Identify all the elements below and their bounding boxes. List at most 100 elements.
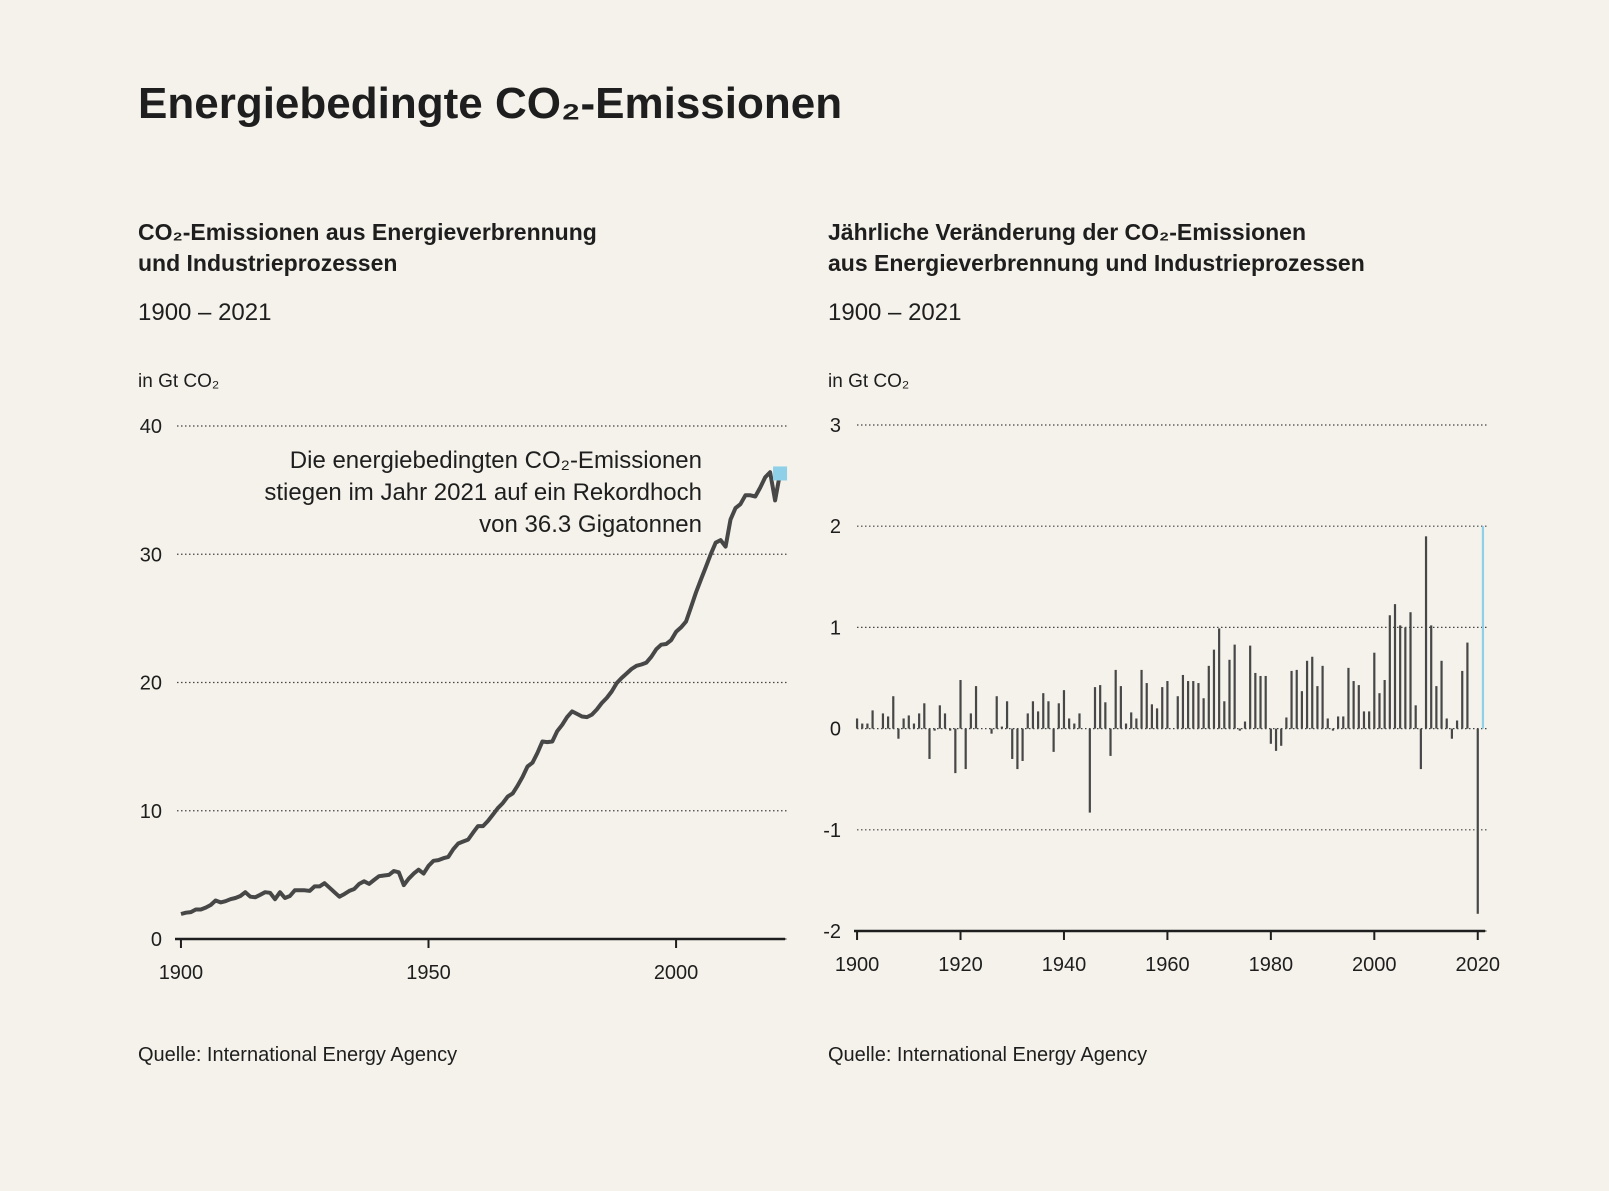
- bar: [1311, 656, 1314, 729]
- bar: [1088, 728, 1091, 813]
- x-tick-label: 1940: [1042, 954, 1087, 976]
- bar: [1326, 718, 1329, 729]
- bar: [1223, 701, 1226, 729]
- bar: [1109, 728, 1112, 756]
- bar: [933, 728, 936, 731]
- bar: [1042, 693, 1045, 729]
- x-tick-label: 1950: [406, 962, 451, 984]
- bar: [1202, 698, 1205, 729]
- bar: [887, 716, 890, 729]
- bar: [1021, 728, 1024, 761]
- chart-subtitle: 1900 – 2021: [138, 299, 271, 326]
- bar: [1435, 686, 1438, 729]
- bar: [861, 723, 864, 729]
- page-title: Energiebedingte CO₂-Emissionen: [138, 79, 842, 128]
- bar: [943, 713, 947, 729]
- bar: [1114, 669, 1117, 729]
- bar: [1264, 675, 1267, 729]
- chart-title: und Industrieprozessen: [138, 250, 397, 276]
- bar: [1409, 612, 1412, 729]
- bar: [1047, 701, 1050, 729]
- bar: [1455, 720, 1459, 729]
- bar: [1099, 685, 1102, 729]
- bar: [1062, 690, 1066, 729]
- bar: [1155, 708, 1159, 729]
- bar: [1254, 672, 1257, 729]
- bar: [1399, 625, 1402, 729]
- line: [180, 470, 782, 916]
- bar: [969, 713, 972, 729]
- source: Quelle: International Energy Agency: [828, 1044, 1147, 1066]
- bar: [871, 710, 874, 729]
- bar: [1212, 649, 1216, 729]
- bar: [1233, 644, 1236, 729]
- bar: [892, 696, 895, 729]
- bar: [1316, 686, 1319, 729]
- bar: [1238, 728, 1241, 731]
- bar: [1295, 669, 1298, 729]
- bar: [1249, 645, 1252, 729]
- bar: [1373, 652, 1376, 729]
- bar: [881, 713, 885, 729]
- bar: [1228, 659, 1231, 729]
- y-tick-label: -2: [823, 921, 841, 943]
- bar: [866, 723, 869, 729]
- bar: [1130, 712, 1133, 729]
- bar: [1026, 713, 1029, 729]
- bar: [1305, 660, 1309, 729]
- marker: [773, 466, 788, 481]
- bar: [1218, 628, 1221, 729]
- bar: [897, 728, 900, 739]
- bar: [902, 718, 905, 729]
- bar: [1280, 728, 1283, 746]
- bar: [1445, 718, 1448, 729]
- bar: [1093, 687, 1097, 729]
- bar: [1321, 665, 1324, 729]
- bar: [1466, 642, 1469, 729]
- bar: [1362, 711, 1366, 729]
- bar: [1274, 728, 1278, 751]
- annotation: von 36.3 Gigatonnen: [479, 511, 702, 538]
- bar: [1119, 686, 1122, 729]
- bar: [1393, 604, 1397, 729]
- chart-subtitle: 1900 – 2021: [828, 299, 961, 326]
- bar: [1342, 716, 1345, 729]
- bar: [1135, 718, 1138, 729]
- bar: [1145, 683, 1148, 729]
- bar: [1078, 713, 1081, 729]
- bar: [1285, 717, 1288, 729]
- chart-title: CO₂-Emissionen aus Energieverbrennung: [138, 219, 597, 245]
- y-tick-label: -1: [823, 820, 841, 842]
- bar: [923, 703, 926, 729]
- y-tick-label: 10: [140, 801, 162, 823]
- bar: [1057, 703, 1060, 729]
- bar: [928, 728, 931, 759]
- bar: [1011, 728, 1014, 759]
- x-tick-label: 2020: [1456, 954, 1501, 976]
- x-tick-label: 1980: [1249, 954, 1294, 976]
- x-tick-label: 2000: [654, 962, 699, 984]
- bar: [1005, 701, 1009, 729]
- bar: [995, 696, 998, 729]
- bar: [1430, 625, 1433, 729]
- bar: [1104, 702, 1107, 729]
- y-tick-label: 1: [830, 617, 841, 639]
- bar: [907, 715, 910, 729]
- bar: [964, 728, 967, 770]
- annotation: stiegen im Jahr 2021 auf ein Rekordhoch: [264, 479, 702, 506]
- bar: [959, 680, 962, 729]
- bar: [1352, 681, 1355, 729]
- bar: [1424, 536, 1428, 729]
- bar: [1207, 665, 1210, 729]
- bar: [1166, 681, 1169, 729]
- x-tick-label: 1960: [1145, 954, 1190, 976]
- y-axis-label: in Gt CO₂: [138, 371, 219, 392]
- bar: [1161, 687, 1164, 729]
- bar: [1383, 680, 1386, 729]
- bar: [1243, 721, 1247, 729]
- bar: [1331, 728, 1335, 731]
- bar: [1016, 728, 1019, 770]
- bar: [1378, 693, 1381, 729]
- y-tick-label: 0: [830, 719, 841, 741]
